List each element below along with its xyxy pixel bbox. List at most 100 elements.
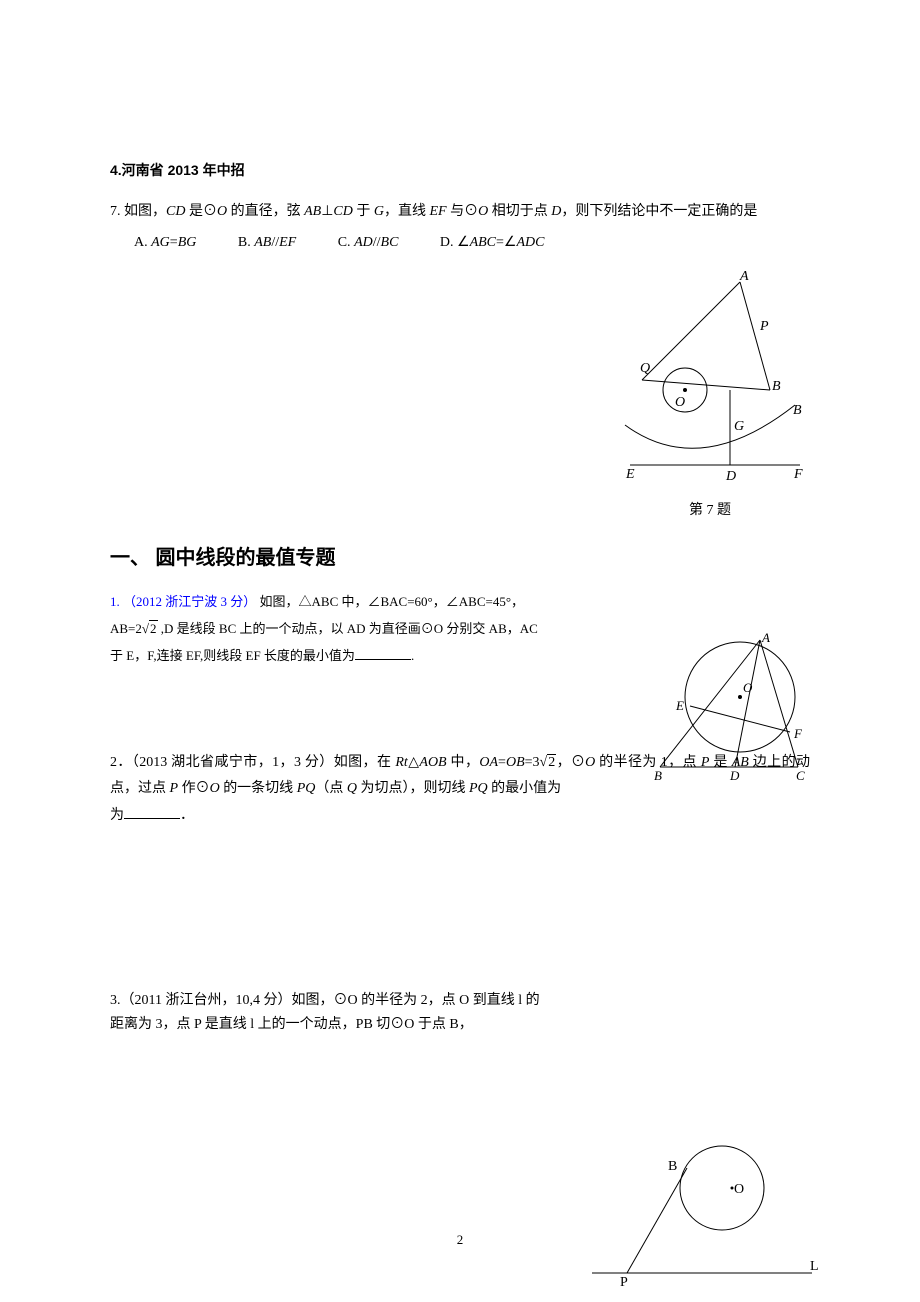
- t: A.: [134, 235, 151, 250]
- t: 2．（2013 湖北省咸宁市，1，3 分）如图，在: [110, 755, 395, 770]
- t: ，直线: [384, 204, 430, 219]
- t: P: [170, 781, 179, 796]
- fig7: A P Q O B B G E D F 第 7 题: [610, 270, 810, 519]
- t: AG: [151, 235, 170, 250]
- t: B.: [238, 235, 254, 250]
- lbl-D: D: [725, 469, 736, 484]
- q7-optD: D. ∠ABC=∠ADC: [440, 234, 545, 251]
- t: O: [217, 204, 227, 219]
- q7-optB: B. AB//EF: [238, 235, 296, 251]
- t: ABC: [470, 235, 496, 250]
- lbl-D: D: [729, 768, 740, 782]
- lbl-B2: B: [793, 403, 802, 418]
- t: C.: [338, 235, 354, 250]
- sqrt-icon: √2: [142, 620, 158, 636]
- q7-options: A. AG=BG B. AB//EF C. AD//BC D. ∠ABC=∠AD…: [134, 234, 810, 251]
- fig1: A O E F B D C: [650, 632, 810, 787]
- q7-stem: 7. 如图，CD 是⊙O 的直径，弦 AB⊥CD 于 G，直线 EF 与⊙O 相…: [110, 200, 810, 224]
- q1-t3-end: .: [411, 648, 414, 663]
- t: =∠: [496, 235, 516, 250]
- lbl-O: O: [734, 1182, 744, 1197]
- q1-num: 1.: [110, 594, 120, 609]
- t: 的最小值为: [488, 781, 562, 796]
- fig3-svg: B O P L: [592, 1138, 822, 1288]
- q3-block: 3.（2011 浙江台州，10,4 分）如图，⊙O 的半径为 2，点 O 到直线…: [110, 989, 540, 1037]
- t: ⊥: [321, 204, 333, 219]
- lbl-E: E: [675, 698, 684, 713]
- t: G: [374, 204, 384, 219]
- lbl-B: B: [654, 768, 662, 782]
- rad-val: 2: [547, 754, 556, 770]
- q3-text: 3.（2011 浙江台州，10,4 分）如图，⊙O 的半径为 2，点 O 到直线…: [110, 993, 540, 1032]
- lbl-F: F: [793, 726, 803, 741]
- fig1-svg: A O E F B D C: [650, 632, 810, 782]
- lbl-B: B: [668, 1159, 677, 1174]
- t: ，则下列结论中不一定正确的是: [561, 204, 757, 219]
- lbl-A: A: [761, 632, 770, 645]
- fig7-svg: A P Q O B B G E D F: [610, 270, 810, 490]
- t: OA: [479, 755, 498, 770]
- t: BC: [381, 235, 399, 250]
- t: D: [551, 204, 561, 219]
- lbl-F: F: [793, 467, 803, 482]
- t: O: [210, 781, 220, 796]
- t: CD: [166, 204, 185, 219]
- lbl-O: O: [743, 680, 753, 695]
- lbl-Q: Q: [640, 361, 650, 376]
- t: CD: [333, 204, 352, 219]
- t: 于: [353, 204, 374, 219]
- section1-title: 一、 圆中线段的最值专题: [110, 541, 810, 570]
- t: ，⊙: [556, 755, 585, 770]
- q1-t2-pre: AB=2: [110, 621, 142, 636]
- q7-optC: C. AD//BC: [338, 235, 399, 251]
- q1-block: 1. （2012 浙江宁波 3 分） 如图，△ABC 中，∠BAC=60°，∠A…: [110, 588, 550, 670]
- lbl-L: L: [810, 1259, 819, 1274]
- q7-num: 7.: [110, 204, 121, 219]
- fig3: B O P L: [592, 1138, 822, 1293]
- t: ．: [180, 808, 194, 823]
- sqrt-icon: √2: [540, 754, 557, 770]
- blank-field: [124, 805, 180, 819]
- lbl-C: C: [796, 768, 805, 782]
- q7-text: 如图，CD 是⊙O 的直径，弦 AB⊥CD 于 G，直线 EF 与⊙O 相切于点…: [124, 204, 757, 219]
- t: AB: [254, 235, 271, 250]
- t: EF: [279, 235, 296, 250]
- t: Rt: [395, 755, 407, 770]
- t: 是⊙: [185, 204, 217, 219]
- blank-field: [355, 648, 411, 661]
- t: //: [271, 235, 279, 250]
- fig7-caption: 第 7 题: [610, 499, 810, 519]
- t: Q: [347, 781, 357, 796]
- page-number: 2: [0, 1232, 920, 1248]
- t: =: [170, 235, 178, 250]
- lbl-E: E: [625, 467, 635, 482]
- rad-sym: √: [142, 621, 149, 636]
- t: 与⊙: [447, 204, 479, 219]
- t: 的直径，弦: [227, 204, 304, 219]
- t: O: [478, 204, 488, 219]
- t: PQ: [469, 781, 488, 796]
- t: EF: [429, 204, 446, 219]
- lbl-P: P: [759, 319, 769, 334]
- t: OB: [506, 755, 525, 770]
- t: 作⊙: [178, 781, 210, 796]
- t: （点: [315, 781, 347, 796]
- t: =: [498, 755, 506, 770]
- q2-end: 为: [110, 808, 124, 823]
- t: AOB: [419, 755, 446, 770]
- t: PQ: [297, 781, 316, 796]
- lbl-P: P: [620, 1275, 628, 1288]
- lbl-G: G: [734, 419, 744, 434]
- t: △: [408, 755, 420, 770]
- t: 为切点），则切线: [357, 781, 469, 796]
- q4-header: 4.河南省 2013 年中招: [110, 160, 810, 180]
- t: 如图，: [124, 204, 166, 219]
- q1-t1: 如图，△ABC 中，∠BAC=60°，∠ABC=45°，: [260, 594, 525, 609]
- t: BG: [178, 235, 197, 250]
- q1-src: （2012 浙江宁波 3 分）: [123, 594, 256, 609]
- lbl-O: O: [675, 395, 685, 410]
- t: 的一条切线: [220, 781, 297, 796]
- t: O: [585, 755, 595, 770]
- t: AB: [304, 204, 321, 219]
- t: 相切于点: [488, 204, 551, 219]
